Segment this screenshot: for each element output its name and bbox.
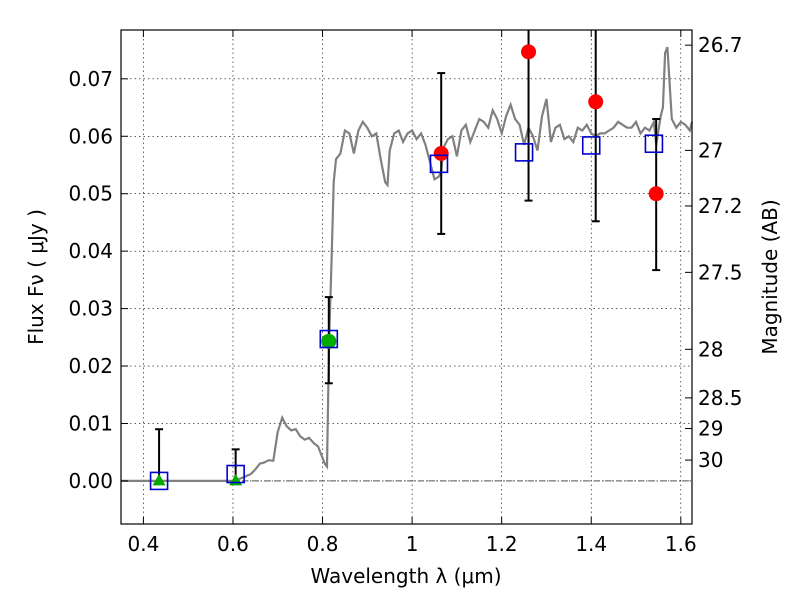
x-tick-label: 1	[406, 532, 419, 556]
model-photometry-square	[226, 464, 245, 484]
y-tick-label: 0.04	[68, 239, 113, 263]
y-tick-label: 0.03	[68, 297, 113, 321]
y-tick-label: 0.02	[68, 354, 113, 378]
y-tick-label: 0.07	[68, 67, 113, 91]
y-tick-label: 0.06	[68, 124, 113, 148]
detection-point	[521, 44, 537, 60]
model-photometry-square	[319, 329, 339, 349]
model-photometry-square	[429, 154, 449, 174]
axis-ticks	[121, 30, 692, 524]
x-tick-label: 0.8	[307, 532, 339, 556]
detection-point	[433, 146, 449, 161]
y-tick-label: 0.00	[68, 469, 113, 493]
x-tick-label: 0.6	[217, 532, 249, 556]
y2-tick-label: 26.7	[698, 33, 743, 57]
x-tick-label: 1.4	[575, 532, 607, 556]
model-photometry-square	[644, 134, 664, 154]
y2-axis-label: Magnitude (AB)	[758, 199, 782, 354]
tick-label-layer: 0.4 0.6 0.8 1 1.2 1.4 1.6 0.00 0.01 0.02 0.03 0.04 0…	[68, 33, 742, 556]
model-photometry-square	[149, 471, 169, 491]
y-tick-label: 0.05	[68, 182, 113, 206]
y2-tick-label: 28	[698, 337, 723, 361]
detection-point	[321, 333, 337, 349]
x-tick-label: 1.2	[486, 532, 518, 556]
detection-point	[588, 94, 604, 110]
y2-tick-label: 27.2	[698, 194, 743, 218]
y2-tick-label: 30	[698, 448, 723, 472]
model-photometry-square	[581, 136, 601, 155]
non-detection-triangle	[152, 473, 166, 486]
x-axis-label: Wavelength λ (μm)	[310, 564, 501, 588]
model-spectrum-line	[121, 46, 694, 482]
model-photometry-square	[514, 143, 534, 162]
detection-point	[648, 186, 664, 202]
x-tick-label: 0.4	[127, 532, 159, 556]
y-axis-label: Flux Fν ( μJy )	[24, 209, 48, 345]
data-point-layer	[149, 44, 664, 491]
y2-tick-label: 28.5	[698, 386, 743, 410]
y2-tick-label: 29	[698, 417, 723, 441]
x-tick-label: 1.6	[665, 532, 697, 556]
y2-tick-label: 27.5	[698, 260, 743, 284]
model-spectrum-layer	[121, 46, 694, 482]
plot-frame	[120, 29, 693, 525]
grid-lines	[121, 30, 692, 524]
y2-tick-label: 27	[698, 138, 723, 162]
y-tick-label: 0.01	[68, 411, 113, 435]
errorbar-layer	[155, 30, 661, 484]
